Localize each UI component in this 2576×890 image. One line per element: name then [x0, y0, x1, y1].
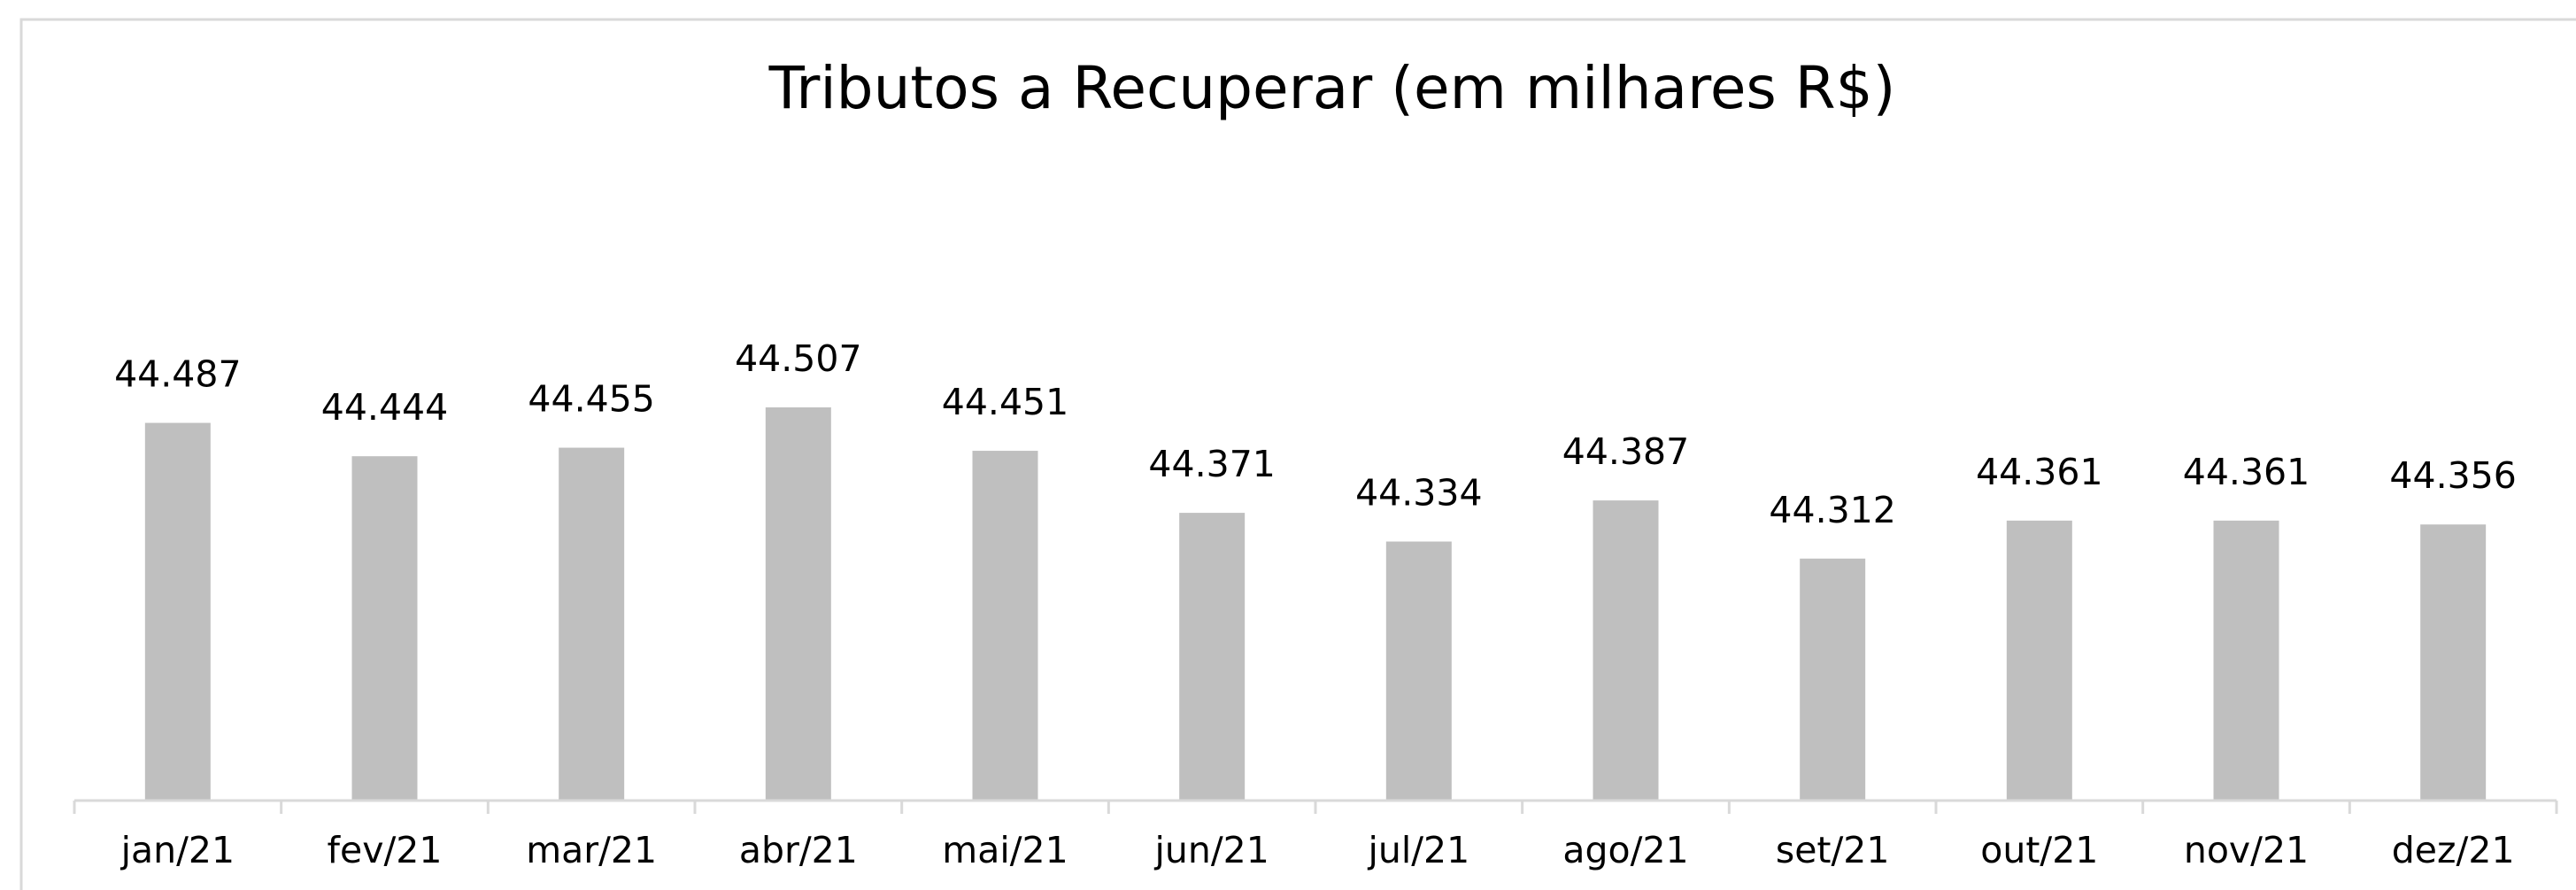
x-tick-label: out/21 [1980, 829, 2098, 871]
value-label: 44.361 [2183, 451, 2310, 493]
bar [559, 447, 625, 801]
value-label: 44.361 [1976, 451, 2102, 493]
x-tick-label: fev/21 [328, 829, 443, 871]
value-label: 44.371 [1148, 443, 1275, 485]
value-label: 44.444 [321, 386, 448, 429]
value-label: 44.451 [942, 381, 1068, 423]
value-label: 44.387 [1562, 430, 1689, 473]
x-tick-label: jun/21 [1153, 829, 1269, 871]
value-label: 44.356 [2389, 454, 2516, 497]
bar [765, 407, 831, 801]
value-label: 44.507 [735, 337, 861, 380]
x-tick-label: set/21 [1776, 829, 1890, 871]
bar [351, 456, 418, 801]
bar [2420, 524, 2487, 801]
x-tick-label: jul/21 [1367, 829, 1469, 871]
chart-title: Tributos a Recuperar (em milhares R$) [768, 54, 1896, 122]
x-tick-label: abr/21 [739, 829, 858, 871]
bar [1593, 500, 1659, 801]
x-tick-label: ago/21 [1562, 829, 1688, 871]
value-label: 44.487 [114, 353, 241, 396]
bar [144, 422, 211, 801]
x-tick-label: mar/21 [526, 829, 657, 871]
x-tick-label: nov/21 [2184, 829, 2309, 871]
bar [1800, 558, 1866, 801]
bar [1179, 513, 1246, 801]
value-label: 44.334 [1355, 472, 1482, 515]
bar [972, 451, 1038, 801]
x-tick-label: jan/21 [120, 829, 235, 871]
x-tick-label: mai/21 [942, 829, 1068, 871]
bar [2213, 520, 2279, 801]
chart-border [19, 18, 2576, 890]
bar [1385, 541, 1452, 801]
value-label: 44.455 [528, 378, 654, 421]
x-tick-label: dez/21 [2392, 829, 2515, 871]
bar [2006, 520, 2072, 801]
value-label: 44.312 [1769, 489, 1895, 531]
